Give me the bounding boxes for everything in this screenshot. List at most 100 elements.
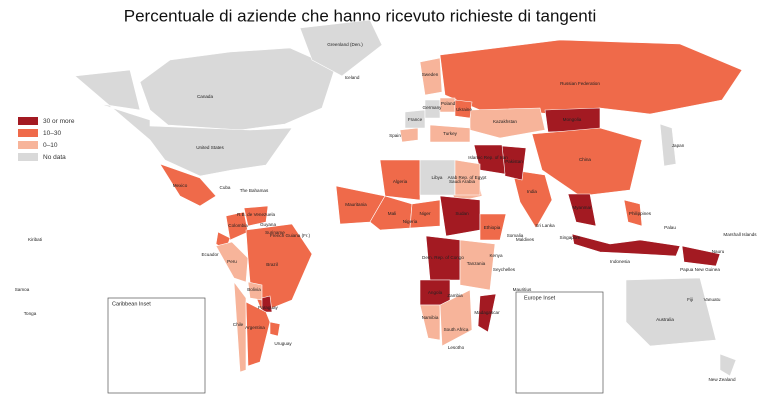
legend-label: No data — [43, 154, 66, 161]
country-label: Canada — [197, 94, 214, 99]
country-label: Chile — [233, 322, 244, 327]
place-label: Sri Lanka — [535, 223, 555, 228]
country — [681, 245, 721, 267]
europe-inset — [515, 291, 604, 394]
title: Percentuale di aziende che hanno ricevut… — [124, 6, 597, 25]
country — [469, 107, 546, 139]
place-label: Palau — [664, 225, 676, 230]
caribbean-inset — [107, 297, 206, 394]
country-label: China — [579, 157, 591, 162]
country-label: Philippines — [629, 211, 652, 216]
country-label: Indonesia — [610, 259, 630, 264]
country-label: South Africa — [444, 327, 469, 332]
country — [454, 99, 473, 119]
place-label: Nauru — [712, 249, 725, 254]
country-label: Bolivia — [247, 287, 261, 292]
country — [424, 99, 441, 119]
country — [439, 39, 743, 115]
country-label: R.B. de Venezuela — [237, 212, 275, 217]
place-label: Lesotho — [448, 345, 465, 350]
legend-swatch — [18, 141, 38, 149]
country-label: Saudi Arabia — [449, 179, 475, 184]
country-label: Australia — [656, 317, 674, 322]
country-label: Libya — [432, 175, 443, 180]
country-label: France — [408, 117, 423, 122]
country-label: Spain — [389, 133, 401, 138]
place-label: Cuba — [220, 185, 231, 190]
country-label: Pakistan — [505, 159, 523, 164]
country — [139, 47, 336, 131]
country-label: Islamic Rep. of Iran — [468, 155, 508, 160]
country — [439, 289, 473, 347]
country — [567, 193, 597, 227]
inset-title: Caribbean Inset — [112, 301, 151, 307]
legend-label: 30 or more — [43, 118, 75, 125]
place-label: Suriname — [265, 230, 285, 235]
country — [623, 199, 643, 227]
place-label: Nigeria — [403, 219, 418, 224]
country — [215, 241, 249, 283]
place-label: Kiribati — [28, 237, 42, 242]
labels: Canada Greenland (Den.) United States Mexic… — [15, 42, 758, 382]
country-label: Algeria — [393, 179, 408, 184]
inset-title: Europe Inset — [524, 295, 556, 301]
country-label: Argentina — [245, 325, 265, 330]
place-label: Seychelles — [493, 267, 516, 272]
country — [74, 69, 293, 177]
country-label: Mauritania — [345, 202, 367, 207]
country — [245, 301, 271, 367]
place-label: Somalia — [507, 233, 524, 238]
country — [419, 57, 443, 96]
country — [233, 281, 247, 373]
legend-swatch — [18, 117, 38, 125]
country-label: Paraguay — [258, 305, 278, 310]
country — [243, 205, 269, 227]
place-label: The Bahamas — [240, 188, 269, 193]
place-label: Zambia — [447, 293, 463, 298]
country — [269, 321, 281, 337]
country — [571, 233, 681, 257]
place-label: Mauritius — [513, 287, 532, 292]
place-label: French Guiana (Fr.) — [270, 233, 311, 238]
country-label: Ecuador — [201, 252, 219, 257]
country-label: Ukraine — [456, 107, 472, 112]
legend-label: 10–30 — [43, 130, 61, 137]
country — [454, 159, 481, 196]
country — [245, 223, 313, 313]
country — [659, 123, 677, 167]
legend-swatch — [18, 129, 38, 137]
place-label: Guyana — [260, 222, 277, 227]
country-label: Sudan — [455, 211, 469, 216]
legend-swatch — [18, 153, 38, 161]
country-label: Papua New Guinea — [680, 267, 720, 272]
country-label: Greenland (Den.) — [327, 42, 363, 47]
place-label: Singapore — [560, 235, 581, 240]
country — [429, 124, 471, 143]
country — [625, 277, 717, 347]
country — [479, 213, 507, 241]
country-label: Arab Rep. of Egypt — [448, 175, 488, 180]
country-label: Poland — [441, 101, 456, 106]
country-label: Dem. Rep. of Congo — [422, 255, 464, 260]
country-label: Ethiopia — [484, 225, 501, 230]
place-label: Marshall Islands — [723, 232, 757, 237]
place-label: Fiji — [687, 297, 693, 302]
country-label: Kazakhstan — [493, 119, 517, 124]
country-label: Japan — [672, 143, 685, 148]
country-label: Sweden — [422, 72, 439, 77]
country-label: Madagascar — [474, 310, 500, 315]
country — [159, 163, 217, 207]
land — [74, 19, 743, 377]
country-label: Tanzania — [467, 261, 486, 266]
country — [404, 109, 426, 129]
country — [459, 239, 496, 291]
country-label: Myanmar — [572, 205, 592, 210]
country — [719, 353, 737, 377]
country — [477, 293, 497, 333]
place-label: Maldives — [516, 237, 535, 242]
place-label: Iceland — [345, 75, 360, 80]
country-label: New Zealand — [708, 377, 736, 382]
country-label: India — [527, 189, 537, 194]
country-label: Colombia — [228, 223, 248, 228]
country — [379, 159, 421, 201]
